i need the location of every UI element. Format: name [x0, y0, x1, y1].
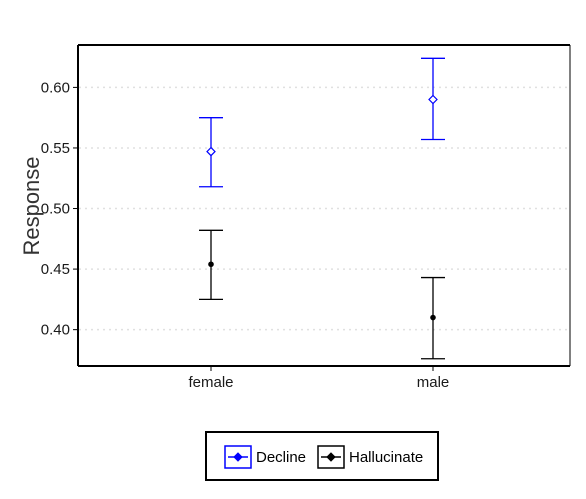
y-tick-label: 0.40 [41, 322, 70, 339]
data-point [428, 94, 438, 105]
series-decline [199, 57, 445, 188]
series-hallucinate [199, 229, 445, 360]
legend: Decline Hallucinate [205, 431, 439, 481]
x-tick-label: female [188, 374, 233, 391]
y-axis-title: Response [19, 156, 44, 255]
y-tick-label: 0.55 [41, 140, 70, 157]
axes [77, 44, 571, 367]
x-tick-label: male [417, 374, 450, 391]
y-tick-label: 0.50 [41, 201, 70, 218]
y-tick-label: 0.45 [41, 261, 70, 278]
series-layer [199, 57, 445, 360]
legend-marker [326, 452, 336, 462]
legend-item-decline: Decline [224, 445, 306, 469]
data-point [206, 146, 216, 157]
data-point [430, 314, 436, 321]
legend-label: Hallucinate [349, 449, 423, 466]
y-ticks: 0.40 0.45 0.50 0.55 0.60 [41, 79, 78, 339]
y-tick-label: 0.60 [41, 79, 70, 96]
x-ticks: female male [188, 366, 449, 391]
legend-item-hallucinate: Hallucinate [317, 445, 423, 469]
legend-marker [233, 452, 243, 462]
grid-lines [79, 86, 570, 331]
legend-label: Decline [256, 449, 306, 466]
data-point [208, 261, 214, 268]
